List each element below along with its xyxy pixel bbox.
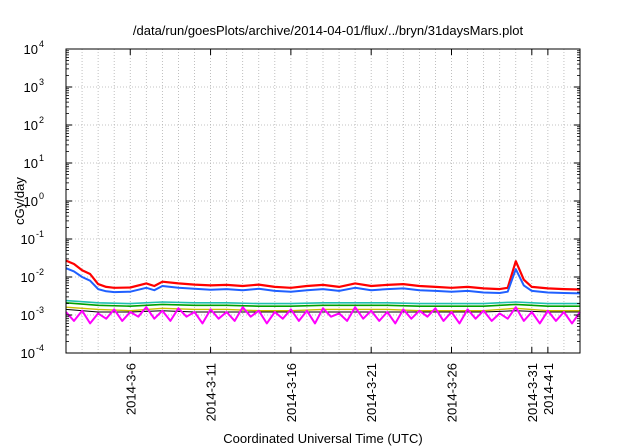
series-layer: [65, 259, 581, 325]
x-tick-label: 2014-3-21: [364, 363, 379, 422]
x-tick-label: 2014-3-31: [525, 363, 540, 422]
y-tick-label: 104: [24, 39, 44, 57]
x-tick-label: 2014-3-16: [284, 363, 299, 422]
series-line-4: [65, 299, 580, 305]
y-tick-label: 10-2: [21, 267, 44, 285]
y-tick-label: 10-4: [21, 343, 44, 361]
y-tick-label: 10-3: [21, 305, 44, 323]
x-tick-label: 2014-3-26: [445, 363, 460, 422]
x-tick-label: 2014-4-1: [541, 363, 556, 415]
chart-title: /data/run/goesPlots/archive/2014-04-01/f…: [133, 23, 524, 38]
tick-marks: [66, 48, 580, 354]
y-tick-label: 101: [24, 153, 44, 171]
series-line-6: [65, 308, 580, 313]
series-line-1: [65, 259, 581, 291]
y-tick-label: 103: [24, 77, 44, 95]
y-tick-label: 10-1: [21, 229, 44, 247]
y-axis-label: cGy/day: [12, 177, 27, 225]
x-tick-label: 2014-3-11: [204, 363, 219, 421]
x-tick-labels: 2014-3-6 2014-3-11 2014-3-16 2014-3-21 2014-…: [123, 363, 556, 422]
x-axis-label: Coordinated Universal Time (UTC): [223, 431, 422, 446]
series-line-7: [65, 306, 581, 325]
series-line-3: [65, 302, 580, 308]
series-line-2: [65, 267, 581, 295]
y-tick-label: 102: [24, 115, 44, 133]
x-tick-label: 2014-3-6: [123, 363, 138, 415]
